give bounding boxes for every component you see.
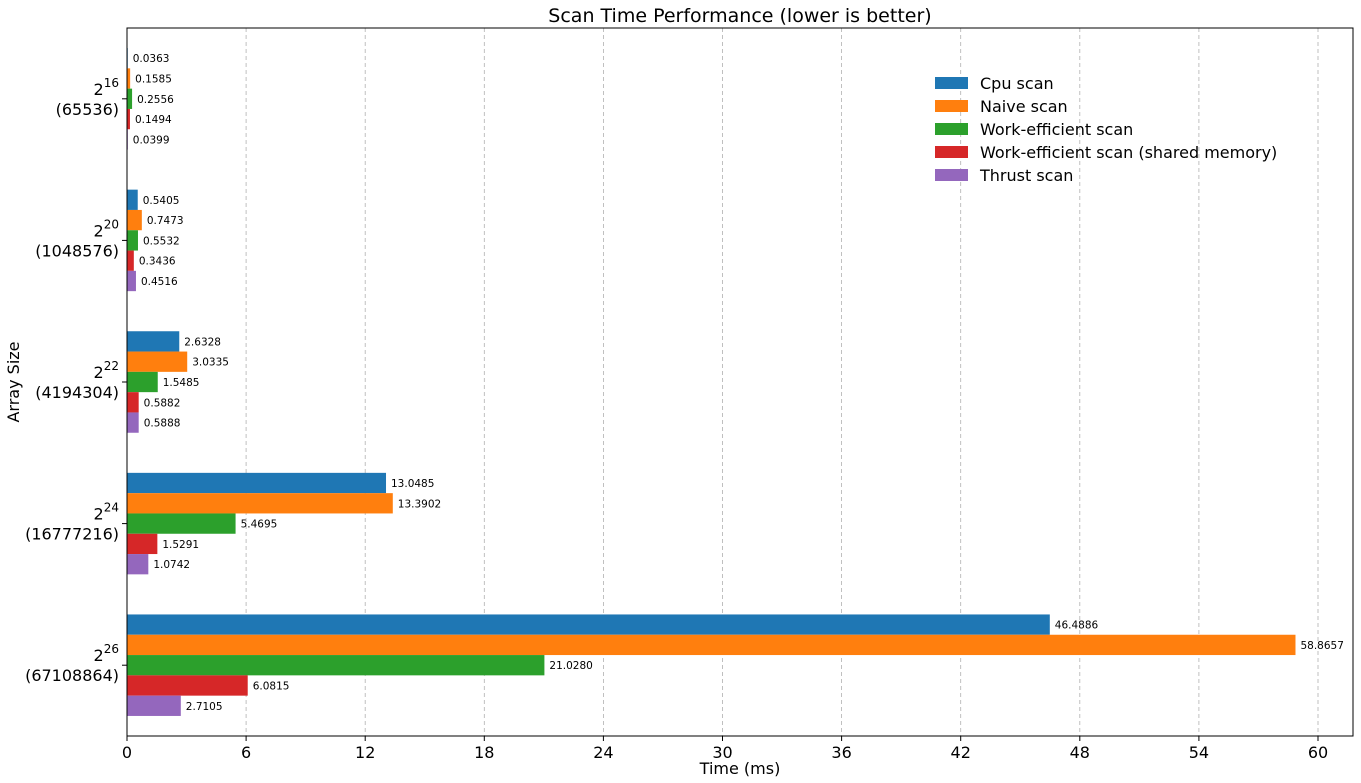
y-tick-label-value: (1048576): [35, 241, 119, 260]
bar-value-label: 13.3902: [398, 498, 441, 510]
legend-swatch: [935, 100, 968, 112]
legend-swatch: [935, 123, 968, 135]
bar-value-label: 0.4516: [141, 276, 178, 288]
bar: [127, 675, 248, 696]
y-tick-label-value: (16777216): [25, 525, 119, 544]
bar-value-label: 2.6328: [184, 336, 221, 348]
bar-value-label: 2.7105: [186, 701, 223, 713]
bar: [127, 230, 138, 251]
bar-value-label: 6.0815: [253, 681, 290, 693]
bar: [127, 250, 134, 271]
bar: [127, 493, 393, 514]
bar-value-label: 5.4695: [241, 519, 278, 531]
legend-swatch: [935, 146, 968, 158]
bar-value-label: 46.4886: [1055, 620, 1099, 632]
y-axis-ticks: 216(65536)220(1048576)222(4194304)224(16…: [25, 76, 127, 685]
bar: [127, 634, 1296, 656]
bars: [127, 48, 1296, 716]
bar: [127, 412, 139, 433]
y-tick-label-value: (4194304): [35, 383, 119, 402]
bar: [127, 189, 138, 210]
x-tick-label: 36: [831, 743, 851, 762]
legend-label: Cpu scan: [980, 74, 1054, 93]
bar-value-label: 0.2556: [137, 94, 174, 106]
x-tick-label: 6: [241, 743, 251, 762]
x-tick-label: 42: [951, 743, 971, 762]
y-tick-exponent: 20: [104, 217, 119, 231]
bar-value-label: 3.0335: [192, 357, 229, 369]
bar: [127, 270, 136, 292]
x-tick-label: 0: [122, 743, 132, 762]
bar-value-label: 0.0399: [133, 134, 170, 146]
y-tick-base: 2: [94, 80, 104, 99]
bar: [127, 554, 149, 575]
legend: Cpu scan Naive scan Work-efficient scan Wor…: [935, 74, 1277, 185]
x-tick-label: 30: [712, 743, 732, 762]
x-tick-label: 12: [355, 743, 375, 762]
y-tick-label-value: (65536): [56, 100, 119, 119]
legend-label: Work-efficient scan: [980, 120, 1133, 139]
legend-label: Thrust scan: [979, 166, 1073, 185]
y-tick-exponent: 24: [104, 501, 119, 515]
bar: [127, 88, 133, 109]
bar-value-label: 0.5888: [144, 418, 181, 430]
bar: [127, 533, 158, 555]
x-axis-title: Time (ms): [699, 759, 781, 778]
y-tick-label-power: 226: [94, 642, 119, 665]
y-tick-label-value: (67108864): [25, 666, 119, 685]
y-tick-base: 2: [94, 646, 104, 665]
bar: [127, 209, 142, 231]
bar: [127, 513, 236, 534]
y-tick-label-power: 220: [94, 217, 119, 240]
y-tick-base: 2: [94, 505, 104, 524]
bar: [127, 371, 158, 393]
x-axis-ticks: 0 6 12 18 24 30 36 42 48 54 60: [122, 736, 1328, 762]
bar: [127, 392, 139, 413]
x-tick-label: 54: [1189, 743, 1209, 762]
bar-value-label: 0.3436: [139, 256, 176, 268]
bar-value-label: 0.0363: [133, 53, 170, 65]
y-tick-label-power: 224: [94, 501, 119, 524]
bar-value-label: 21.0280: [549, 660, 592, 672]
bar: [127, 68, 131, 89]
bar-value-label: 0.1494: [135, 114, 172, 126]
bar-value-label: 1.5485: [163, 377, 200, 389]
bar: [127, 331, 180, 352]
bar: [127, 614, 1050, 635]
y-tick-label-power: 216: [94, 76, 119, 99]
y-tick-label-power: 222: [94, 359, 119, 382]
legend-label: Naive scan: [980, 97, 1068, 116]
x-tick-label: 48: [1070, 743, 1090, 762]
y-tick-exponent: 26: [104, 642, 119, 656]
bar: [127, 655, 545, 676]
bar-value-label: 0.5405: [143, 195, 180, 207]
legend-swatch: [935, 169, 968, 181]
bar-value-label: 1.5291: [162, 539, 199, 551]
bar-value-label: 0.5882: [144, 397, 181, 409]
bar: [127, 108, 130, 130]
x-tick-label: 60: [1308, 743, 1328, 762]
bar-value-label: 0.1585: [135, 74, 172, 86]
legend-label: Work-efficient scan (shared memory): [980, 143, 1277, 162]
y-tick-exponent: 22: [104, 359, 119, 373]
bar: [127, 351, 188, 372]
y-tick-exponent: 16: [104, 76, 119, 90]
bar-value-label: 58.8657: [1300, 640, 1343, 652]
legend-swatch: [935, 77, 968, 89]
x-tick-label: 18: [474, 743, 494, 762]
bar-value-label: 13.0485: [391, 478, 434, 490]
y-tick-base: 2: [94, 221, 104, 240]
bar-value-label: 0.5532: [143, 235, 180, 247]
bar-value-label: 0.7473: [147, 215, 184, 227]
chart-title: Scan Time Performance (lower is better): [548, 5, 931, 27]
bar: [127, 695, 181, 716]
x-tick-label: 24: [593, 743, 613, 762]
y-tick-base: 2: [94, 363, 104, 382]
value-labels: 0.0363 0.1585 0.2556 0.1494 0.0399 0.5405 0.74…: [133, 53, 1344, 713]
bar: [127, 472, 387, 494]
bar-value-label: 1.0742: [153, 559, 190, 571]
y-axis-title: Array Size: [4, 341, 23, 422]
